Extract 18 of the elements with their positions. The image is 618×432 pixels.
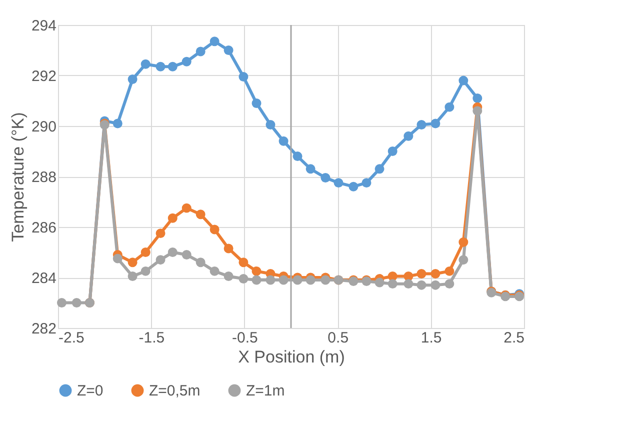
y-tick-label: 292 bbox=[31, 68, 56, 85]
y-tick-label: 290 bbox=[31, 118, 56, 136]
legend-label: Z=0,5m bbox=[149, 382, 200, 400]
x-axis-title: X Position (m) bbox=[238, 348, 345, 366]
y-tick-label: 288 bbox=[31, 169, 56, 186]
y-tick-label: 294 bbox=[31, 18, 56, 34]
y-axis-title: Temperature (°K) bbox=[8, 112, 28, 242]
x-tick-label: 2.5 bbox=[504, 330, 524, 346]
x-tick-label: 0.5 bbox=[328, 330, 349, 346]
y-tick-label: 282 bbox=[31, 320, 56, 338]
y-tick-label: 286 bbox=[31, 220, 56, 236]
x-tick-label: 1.5 bbox=[420, 330, 442, 346]
y-tick-label: 284 bbox=[31, 270, 56, 287]
x-tick-label: -1.5 bbox=[138, 330, 165, 346]
legend-label: Z=0 bbox=[77, 382, 104, 400]
x-tick-label: -2.5 bbox=[58, 330, 84, 346]
legend-label: Z=1m bbox=[246, 382, 285, 400]
x-tick-label: -0.5 bbox=[232, 330, 258, 346]
